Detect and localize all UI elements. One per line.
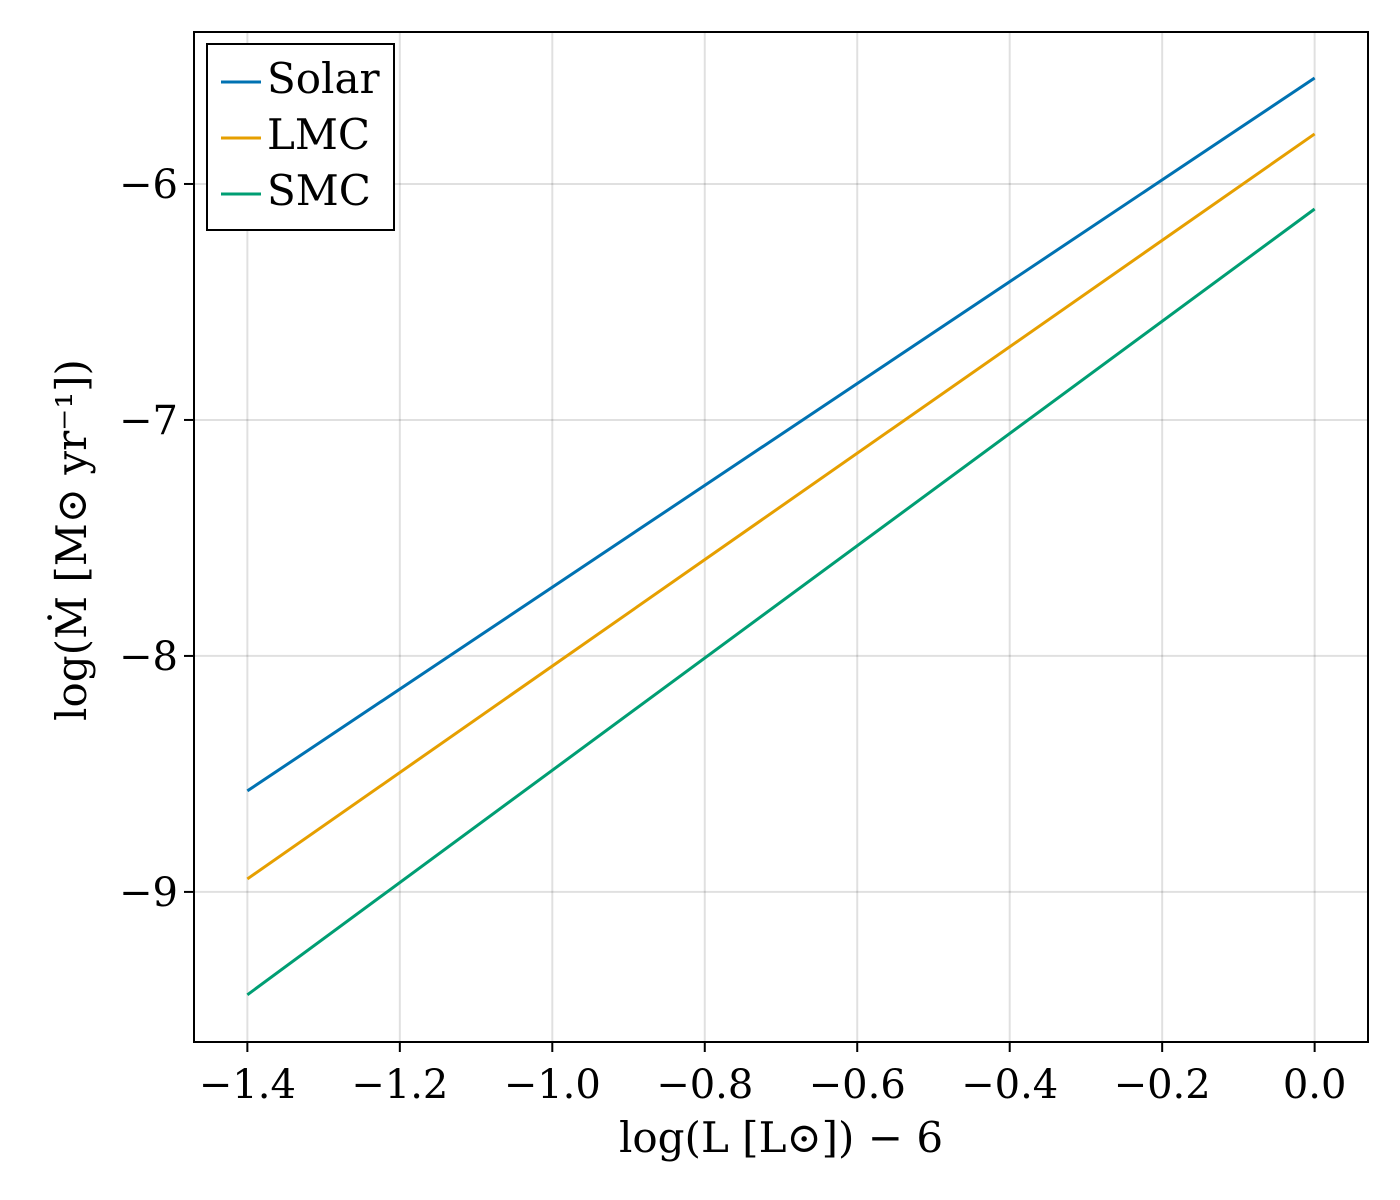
x-tick-label: −1.4: [199, 1062, 296, 1108]
x-tick-label: −0.2: [1114, 1062, 1211, 1108]
x-tick-label: 0.0: [1283, 1062, 1347, 1108]
legend-label: SMC: [267, 166, 371, 215]
line-series: [246, 132, 1316, 881]
line-series: [246, 76, 1316, 793]
x-tick-label: −1.2: [351, 1062, 448, 1108]
x-axis-label: log(L [L⊙]) − 6: [619, 1113, 943, 1162]
line-series: [246, 207, 1316, 997]
legend: Solar LMC SMC: [206, 43, 395, 231]
y-tick-label: −8: [119, 634, 178, 680]
y-axis-label: log(Ṁ [M⊙ yr⁻¹]): [46, 359, 96, 721]
x-tick-label: −0.4: [961, 1062, 1058, 1108]
y-tick-label: −9: [119, 870, 178, 916]
y-tick-label: −6: [119, 162, 178, 208]
x-tick-label: −0.6: [809, 1062, 906, 1108]
legend-label: LMC: [267, 110, 370, 159]
plot-frame: [193, 31, 1369, 1043]
y-tick-label: −7: [119, 398, 178, 444]
x-tick-label: −1.0: [504, 1062, 601, 1108]
x-tick-label: −0.8: [656, 1062, 753, 1108]
legend-label: Solar: [267, 54, 381, 103]
